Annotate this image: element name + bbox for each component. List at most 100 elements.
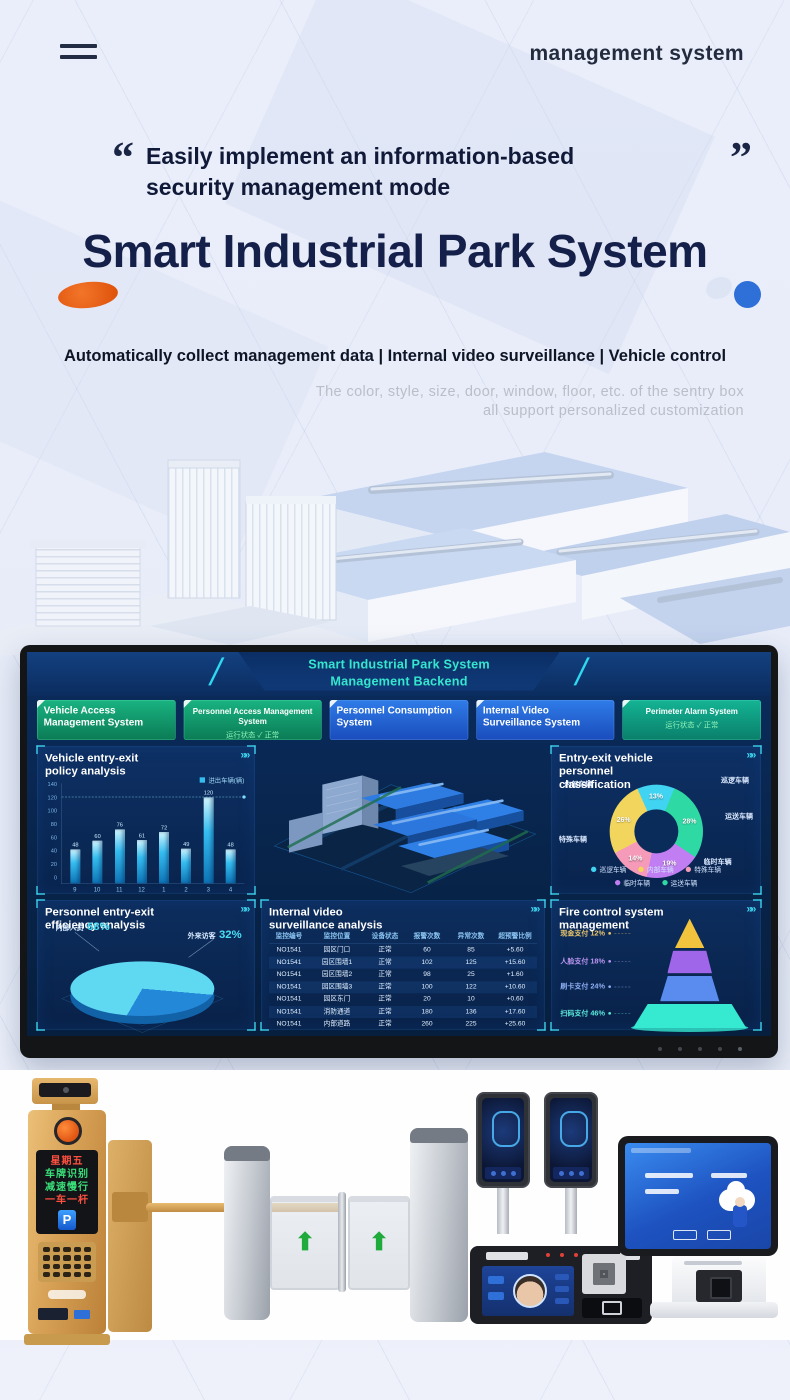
keypad-dot <box>53 1247 61 1253</box>
donut-callout: 运送车辆 <box>725 812 754 821</box>
keypad-dot <box>73 1271 81 1277</box>
brand-text: management system <box>529 42 744 65</box>
more-arrows-icon[interactable]: »» <box>240 904 250 916</box>
reference-line <box>61 795 246 799</box>
terminal-toolbar <box>485 1167 521 1179</box>
pie-chart <box>70 961 215 1017</box>
funnel-label: 现金支付 12% <box>560 928 630 938</box>
barrier-cabinet <box>108 1140 152 1332</box>
led-display: 星期五 车牌识别 减速慢行 一车一杆 P <box>36 1150 98 1234</box>
panel-title: Fire control system management <box>559 905 664 932</box>
close-quote-icon: ” <box>730 133 752 182</box>
bar-plot: 48 60 76 61 72 49 120 48 <box>61 783 246 885</box>
more-arrows-icon[interactable]: »» <box>240 750 250 762</box>
tab-label: Internal Video Surveillance System <box>482 704 581 728</box>
arrow-up-icon: ⬆ <box>368 1229 390 1256</box>
keypad-dot <box>43 1271 51 1277</box>
bar: 76 <box>109 783 131 884</box>
legend-item: 特殊车辆 <box>685 864 721 874</box>
pie-label-internal: 内部人员 68% <box>55 920 110 933</box>
kiosk-body: 星期五 车牌识别 减速慢行 一车一杆 P <box>28 1110 106 1334</box>
pos-button <box>707 1230 731 1240</box>
pos-stand <box>672 1256 766 1306</box>
panel-title: Personnel entry-exit efficiency analysis <box>45 905 154 932</box>
bar: 48 <box>220 783 242 884</box>
keypad-dot <box>73 1263 81 1269</box>
corner-bracket-decor <box>36 886 46 895</box>
pos-text-line <box>711 1173 747 1178</box>
donut-callout: 特殊车辆 <box>559 835 588 844</box>
more-arrows-icon[interactable]: »» <box>746 904 756 916</box>
pos-display <box>625 1143 771 1249</box>
parking-barrier-kiosk: 星期五 车牌识别 减速慢行 一车一杆 P <box>24 1078 110 1345</box>
table-row: NO1541 消防通道 正常 180 136 +17.60 <box>269 1005 538 1019</box>
customization-note-line-1: The color, style, size, door, window, fl… <box>315 384 744 400</box>
keypad <box>38 1242 96 1282</box>
panel-title: Internal video surveillance analysis <box>269 905 383 932</box>
dashboard-screen: Smart Industrial Park System Management … <box>27 652 771 1036</box>
park-3d-visual <box>273 775 537 894</box>
panel-title: Entry-exit vehicle personnel classificat… <box>559 751 653 791</box>
dashboard-header: Smart Industrial Park System Management … <box>27 652 771 697</box>
corner-bracket-decor <box>247 899 256 909</box>
dashboard-title-line-2: Management Backend <box>330 674 468 689</box>
tab-personnel-consumption[interactable]: Personnel Consumption System <box>329 700 469 741</box>
menu-icon[interactable] <box>60 44 97 66</box>
monitor-frame: Smart Industrial Park System Management … <box>20 645 778 1058</box>
donut-callout: 临时车辆 <box>703 858 732 867</box>
swing-gate-pedestal <box>410 1128 468 1322</box>
card-reader-chip <box>74 1310 90 1319</box>
legend-item: 运送车辆 <box>662 877 697 887</box>
led-line: 一车一杆 <box>45 1195 89 1206</box>
camera-lens-icon <box>63 1087 69 1093</box>
leader-line <box>188 939 214 958</box>
bar: 61 <box>131 783 153 884</box>
slice-label: 19% <box>662 859 677 868</box>
quote-line-2: security management mode <box>146 174 451 200</box>
tab-vehicle-access[interactable]: Vehicle Access Management System <box>37 700 176 741</box>
keypad-dot <box>63 1271 71 1277</box>
funnel-layer <box>667 950 713 974</box>
slice-label: 13% <box>648 792 663 801</box>
more-arrows-icon[interactable]: »» <box>530 904 540 916</box>
face-recognition-terminal <box>476 1092 530 1234</box>
corner-bracket-decor <box>537 1022 546 1031</box>
panel-vehicle-policy: Vehicle entry-exit policy analysis »» 进出… <box>36 745 256 895</box>
pos-terminal-screen <box>618 1136 778 1256</box>
more-arrows-icon[interactable]: »» <box>746 750 756 762</box>
corner-bracket-decor <box>550 745 560 755</box>
speaker-grill <box>620 1252 640 1260</box>
corner-bracket-decor <box>36 1022 46 1031</box>
bar: 120 <box>197 783 219 884</box>
table-row: NO1541 园区围墙2 正常 98 25 +1.60 <box>276 970 524 979</box>
panel-video-surveillance: Internal video surveillance analysis »» … <box>260 899 546 1031</box>
keypad-dot <box>43 1255 51 1261</box>
pos-base <box>650 1302 778 1318</box>
page-title: Smart Industrial Park System <box>82 225 708 277</box>
dashboard-tabs: Vehicle Access Management System Personn… <box>37 700 761 741</box>
face-recognition-terminal <box>544 1092 598 1234</box>
pos-text-line <box>645 1189 679 1194</box>
keypad-dot <box>83 1263 91 1269</box>
terminal-screen <box>550 1098 592 1182</box>
tab-label: Personnel Consumption System <box>336 704 453 728</box>
bar: 48 <box>64 783 86 884</box>
pos-qr-pad <box>696 1270 742 1302</box>
tab-perimeter-alarm[interactable]: Perimeter Alarm System 运行状态 ✓ 正常 <box>622 700 761 741</box>
keypad-dot <box>83 1247 91 1253</box>
funnel-label: 刷卡支付 24% <box>560 981 630 991</box>
legend-item: 内部车辆 <box>638 864 674 874</box>
tab-video-surveillance[interactable]: Internal Video Surveillance System <box>476 700 615 741</box>
funnel-layer <box>660 976 720 1002</box>
terminal-toolbar <box>553 1167 589 1179</box>
tab-personnel-access[interactable]: Personnel Access Management System 运行状态 … <box>183 700 322 741</box>
screen-widget <box>555 1286 569 1292</box>
bar-legend: 进出车辆(辆) <box>199 775 244 785</box>
panel-vehicle-classification: Entry-exit vehicle personnel classificat… <box>550 745 762 895</box>
bar: 60 <box>87 783 109 884</box>
bar-x-axis: 9 10 11 12 1 2 3 4 <box>73 886 233 893</box>
pos-statusbar <box>631 1148 691 1153</box>
donut-chart: 13% 28% 19% 14% 26% <box>609 784 704 879</box>
panel-title: Vehicle entry-exit policy analysis <box>45 751 139 778</box>
blue-dot-decor <box>734 281 761 308</box>
